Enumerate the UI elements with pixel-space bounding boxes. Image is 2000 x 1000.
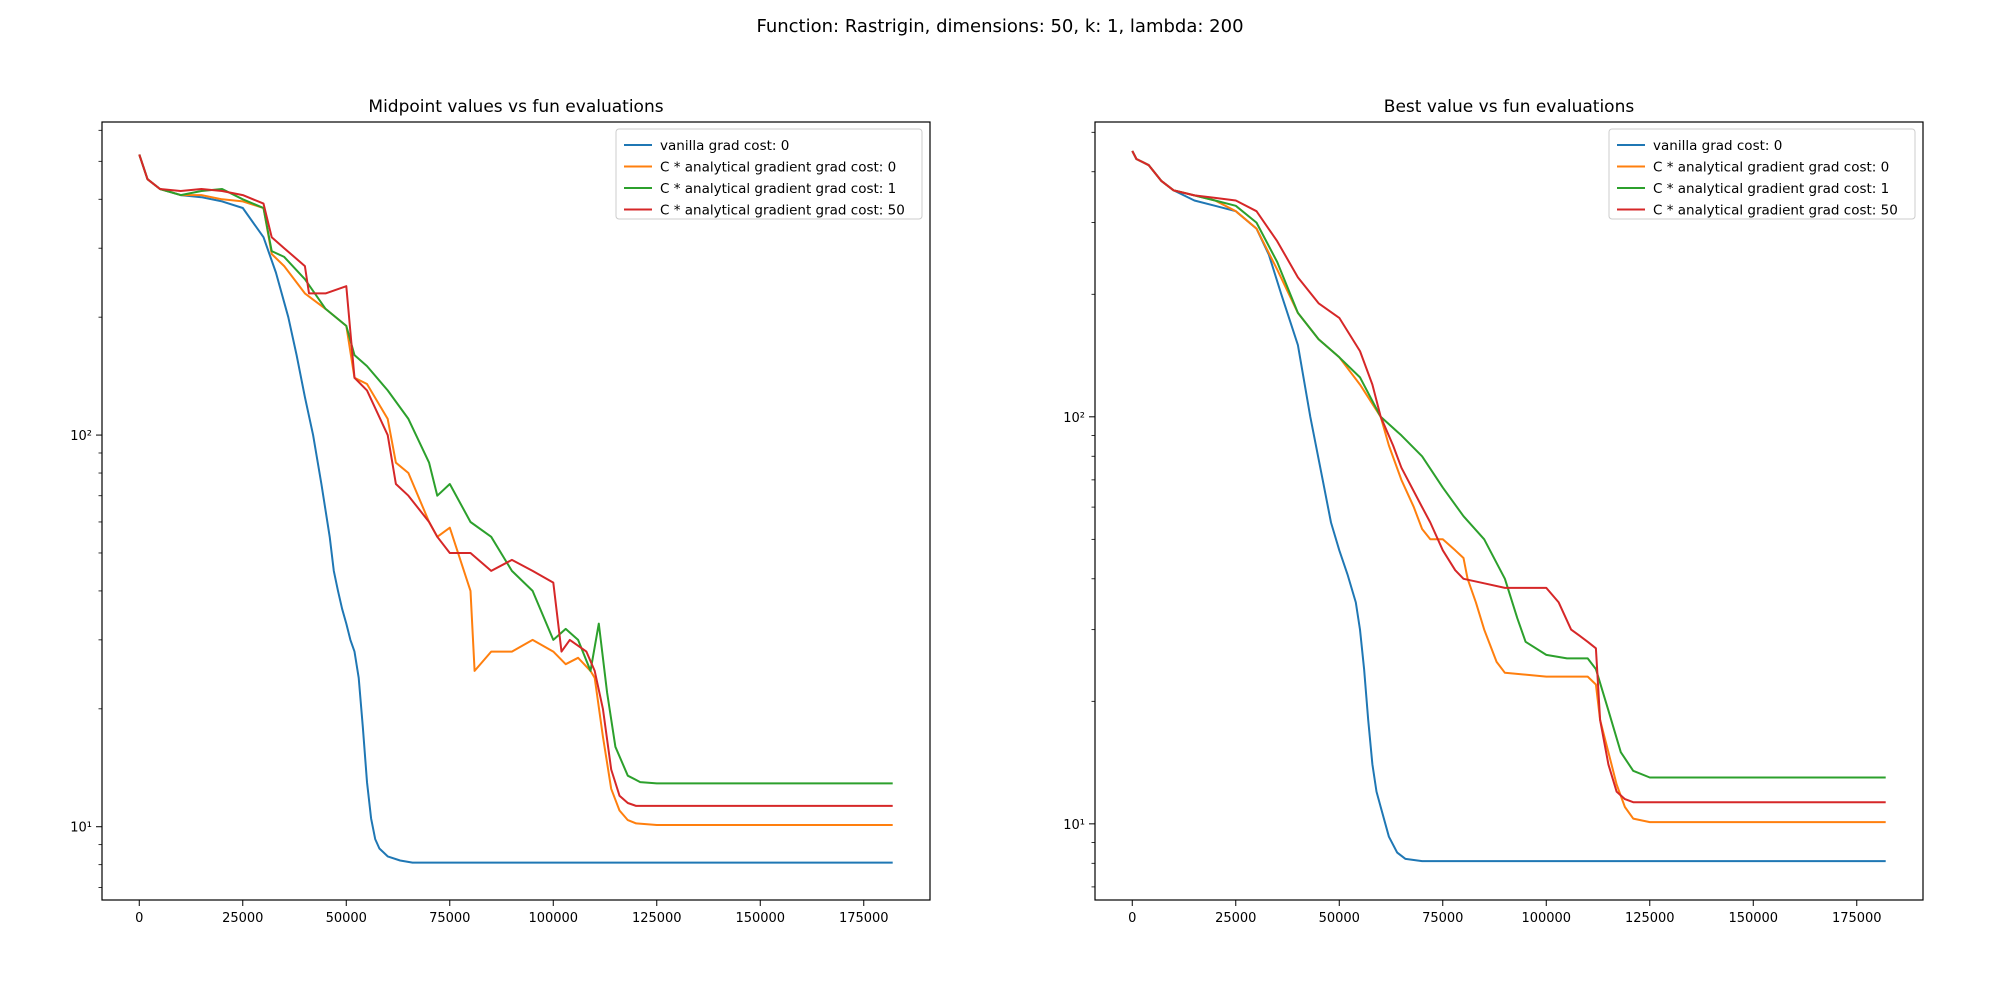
x-tick-label: 75000 — [429, 911, 470, 926]
x-tick-label: 25000 — [222, 911, 263, 926]
x-tick-label: 50000 — [326, 911, 367, 926]
x-tick-label: 175000 — [1832, 911, 1882, 926]
series-line-3 — [138, 154, 893, 785]
series-line-1 — [138, 154, 893, 864]
x-tick-label: 100000 — [1521, 911, 1571, 926]
series-line-4 — [1131, 150, 1886, 804]
x-tick-label: 125000 — [1625, 911, 1675, 926]
series-line-1 — [1131, 150, 1886, 863]
legend-label-4: C * analytical gradient grad cost: 50 — [660, 203, 905, 219]
plot-frame — [1094, 121, 1924, 901]
legend-label-1: vanilla grad cost: 0 — [660, 138, 789, 154]
x-tick-label: 125000 — [632, 911, 682, 926]
x-tick-label: 50000 — [1319, 911, 1360, 926]
legend-label-3: C * analytical gradient grad cost: 1 — [660, 181, 896, 197]
series-line-3 — [1131, 150, 1886, 779]
y-tick-label: 10² — [70, 429, 92, 444]
x-tick-label: 150000 — [735, 911, 785, 926]
legend-label-3: C * analytical gradient grad cost: 1 — [1653, 181, 1889, 197]
x-tick-label: 175000 — [839, 911, 889, 926]
legend-label-1: vanilla grad cost: 0 — [1653, 138, 1782, 154]
x-tick-label: 150000 — [1728, 911, 1778, 926]
series-line-2 — [1131, 150, 1886, 824]
y-tick-label: 10¹ — [70, 821, 92, 836]
chart-title: Midpoint values vs fun evaluations — [368, 97, 663, 117]
x-tick-label: 100000 — [528, 911, 578, 926]
plot-frame — [101, 121, 931, 901]
legend-box — [615, 128, 923, 220]
legend-label-4: C * analytical gradient grad cost: 50 — [1653, 203, 1898, 219]
series-line-2 — [138, 154, 893, 826]
x-tick-label: 75000 — [1422, 911, 1463, 926]
legend-label-2: C * analytical gradient grad cost: 0 — [660, 160, 896, 176]
figure-suptitle: Function: Rastrigin, dimensions: 50, k: … — [756, 16, 1244, 37]
legend-label-2: C * analytical gradient grad cost: 0 — [1653, 160, 1889, 176]
y-tick-label: 10² — [1063, 411, 1085, 426]
best-value-chart: Best value vs fun evaluations 0 25000 50000… — [1063, 97, 1924, 926]
series-line-4 — [138, 154, 893, 807]
x-tick-label: 0 — [1128, 911, 1136, 926]
x-tick-label: 25000 — [1215, 911, 1256, 926]
x-tick-label: 0 — [135, 911, 143, 926]
midpoint-values-chart: Midpoint values vs fun evaluations 0 25000… — [70, 97, 931, 926]
legend-box — [1608, 128, 1916, 220]
chart-title: Best value vs fun evaluations — [1384, 97, 1635, 117]
y-tick-label: 10¹ — [1063, 818, 1085, 833]
